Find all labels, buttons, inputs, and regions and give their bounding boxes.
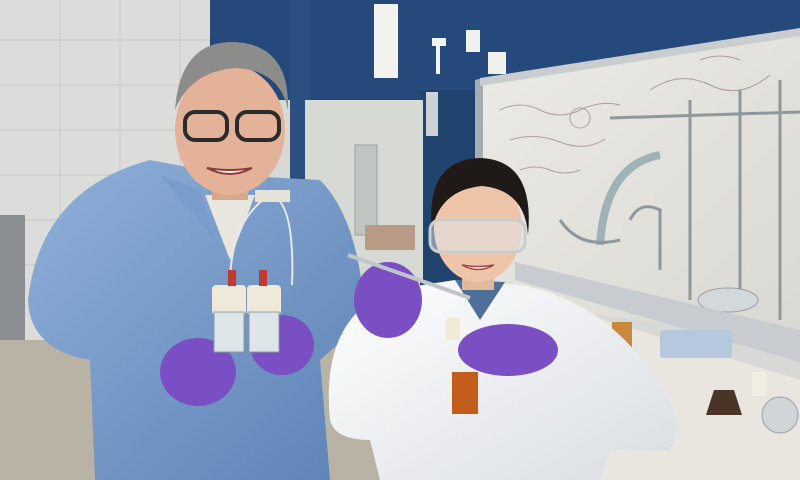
bench-device <box>660 330 732 358</box>
glass-cell <box>248 311 280 353</box>
glasses <box>183 110 229 142</box>
cell-cap <box>247 285 281 315</box>
smile <box>461 264 495 271</box>
board-writing <box>499 55 771 174</box>
round-flask <box>761 396 799 434</box>
writing-stroke <box>509 136 606 147</box>
glassware <box>354 144 378 236</box>
pipette <box>347 253 471 300</box>
tubing <box>558 219 621 244</box>
cell-cap <box>212 285 246 315</box>
face <box>175 65 285 195</box>
blue-lab-coat <box>28 160 365 480</box>
label-sticker <box>488 52 506 74</box>
purple-glove <box>458 324 558 376</box>
shirt <box>205 195 255 260</box>
flask <box>697 287 759 313</box>
purple-glove <box>354 262 422 338</box>
man <box>28 41 365 480</box>
electrode-clip <box>255 190 290 202</box>
bench-item <box>365 225 415 250</box>
glasses <box>235 110 281 142</box>
writing-stroke <box>519 166 581 174</box>
glass-cell <box>213 311 245 353</box>
apparatus-rod <box>609 110 800 120</box>
woman <box>328 158 677 480</box>
gauge <box>426 92 438 136</box>
side-cabinet <box>0 215 25 345</box>
tubing <box>628 205 662 270</box>
dark-hair <box>431 158 529 235</box>
purple-glove <box>160 338 236 406</box>
safety-glasses <box>428 218 527 254</box>
writing-stroke <box>499 102 621 116</box>
gray-hair <box>175 41 289 110</box>
faucet <box>432 38 446 74</box>
smile <box>206 167 253 175</box>
white-lab-coat <box>328 280 677 480</box>
orange-vial <box>452 372 478 414</box>
electrode-tip <box>259 270 267 286</box>
writing-stroke <box>649 74 771 92</box>
glass-apparatus <box>558 80 800 320</box>
writing-stroke <box>569 107 591 129</box>
electrode-tip <box>228 270 236 286</box>
notice-paper <box>374 4 398 78</box>
whiteboard <box>475 30 800 340</box>
tag <box>752 372 766 396</box>
collar <box>160 175 215 240</box>
vial-cap <box>446 318 460 340</box>
window-frame <box>480 28 800 86</box>
label-sticker <box>466 30 480 52</box>
dark-flask <box>706 390 742 415</box>
writing-stroke <box>699 55 741 61</box>
condenser <box>596 151 661 246</box>
